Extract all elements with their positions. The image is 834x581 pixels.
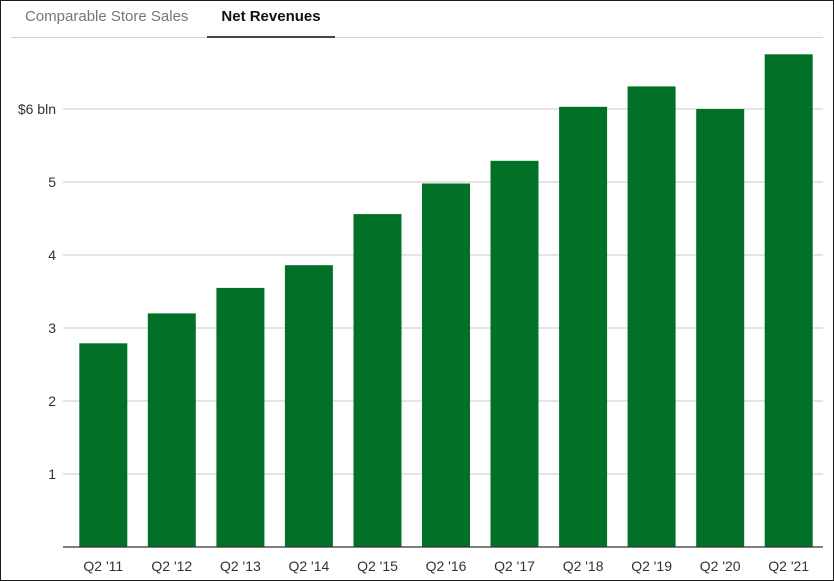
y-tick-label-5: 5 xyxy=(48,174,56,190)
y-tick-label-6: $6 bln xyxy=(18,101,56,117)
tab-comparable-store-sales[interactable]: Comparable Store Sales xyxy=(25,8,189,25)
bar-9 xyxy=(696,109,745,547)
x-tick-label-0: Q2 '11 xyxy=(83,558,123,574)
x-tick-label-1: Q2 '12 xyxy=(151,558,192,574)
bar-4 xyxy=(353,214,402,547)
bar-6 xyxy=(490,160,539,548)
x-tick-label-7: Q2 '18 xyxy=(563,558,604,574)
bar-8 xyxy=(627,86,676,548)
bar-2 xyxy=(216,287,265,547)
x-tick-label-10: Q2 '21 xyxy=(768,558,809,574)
y-tick-label-2: 2 xyxy=(48,393,56,409)
bar-1 xyxy=(147,313,196,547)
x-tick-label-2: Q2 '13 xyxy=(220,558,261,574)
x-tick-label-4: Q2 '15 xyxy=(357,558,398,574)
bar-5 xyxy=(422,183,470,547)
bar-7 xyxy=(559,106,608,548)
x-tick-label-5: Q2 '16 xyxy=(426,558,467,574)
y-tick-label-1: 1 xyxy=(48,466,56,482)
x-tick-label-3: Q2 '14 xyxy=(288,558,329,574)
y-tick-label-4: 4 xyxy=(48,247,56,263)
tab-net-revenues[interactable]: Net Revenues xyxy=(207,7,335,38)
y-tick-label-3: 3 xyxy=(48,320,56,336)
bar-0 xyxy=(79,343,128,547)
x-tick-label-8: Q2 '19 xyxy=(631,558,672,574)
x-tick-label-6: Q2 '17 xyxy=(494,558,535,574)
bar-3 xyxy=(284,265,333,547)
x-tick-label-9: Q2 '20 xyxy=(700,558,741,574)
bar-10 xyxy=(764,54,813,548)
tab-bar: Comparable Store Sales Net Revenues xyxy=(11,1,823,38)
